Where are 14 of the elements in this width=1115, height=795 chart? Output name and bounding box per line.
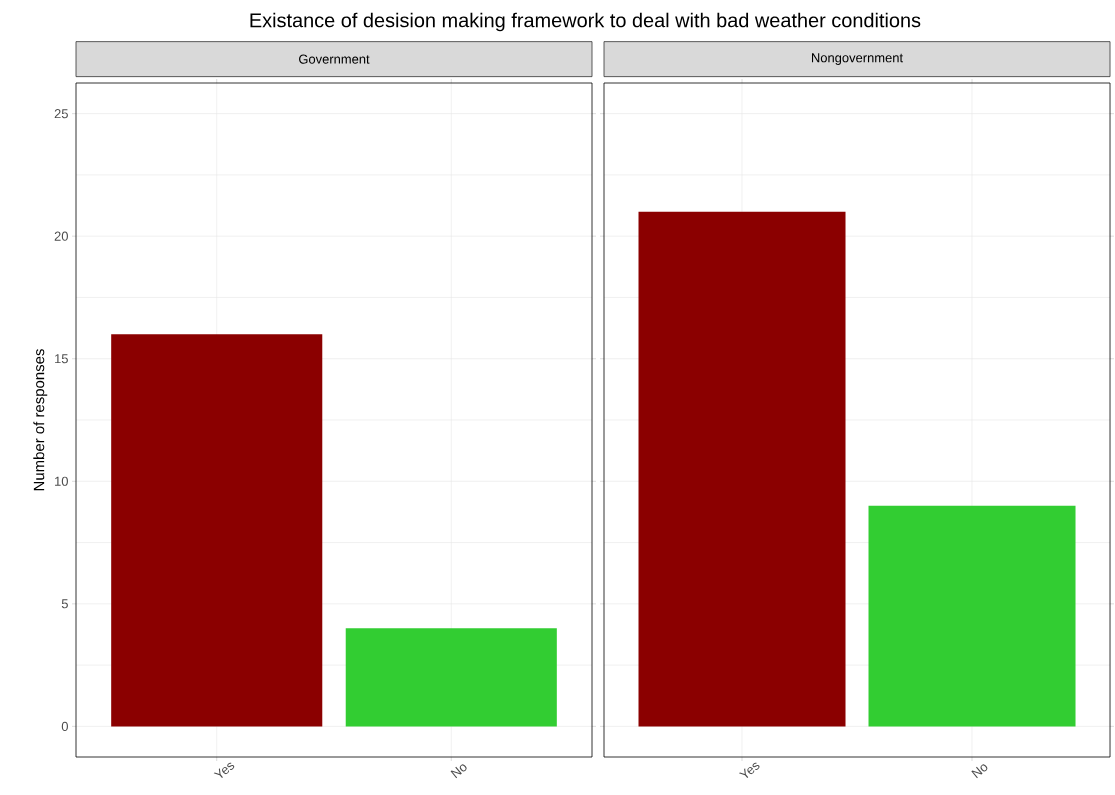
y-axis-title: Number of responses: [33, 349, 48, 491]
x-tick-label: Yes: [213, 762, 235, 778]
chart-title: Existance of desision making framework to deal with bad weather conditions: [250, 12, 921, 32]
chart-subtitle: Government: [299, 54, 370, 64]
x-tick-label: No: [450, 764, 467, 779]
x-tick-label: No: [971, 764, 988, 779]
y-tick-label: 0: [61, 721, 68, 731]
y-tick-label: 10: [55, 476, 68, 486]
x-tick-label: Yes: [738, 762, 760, 778]
y-tick-label: 20: [54, 231, 68, 241]
y-tick-label: 5: [61, 599, 68, 609]
y-tick-label: 25: [54, 109, 68, 119]
y-tick-label: 15: [55, 354, 68, 364]
chart-subtitle: Nongovernment: [812, 53, 903, 65]
